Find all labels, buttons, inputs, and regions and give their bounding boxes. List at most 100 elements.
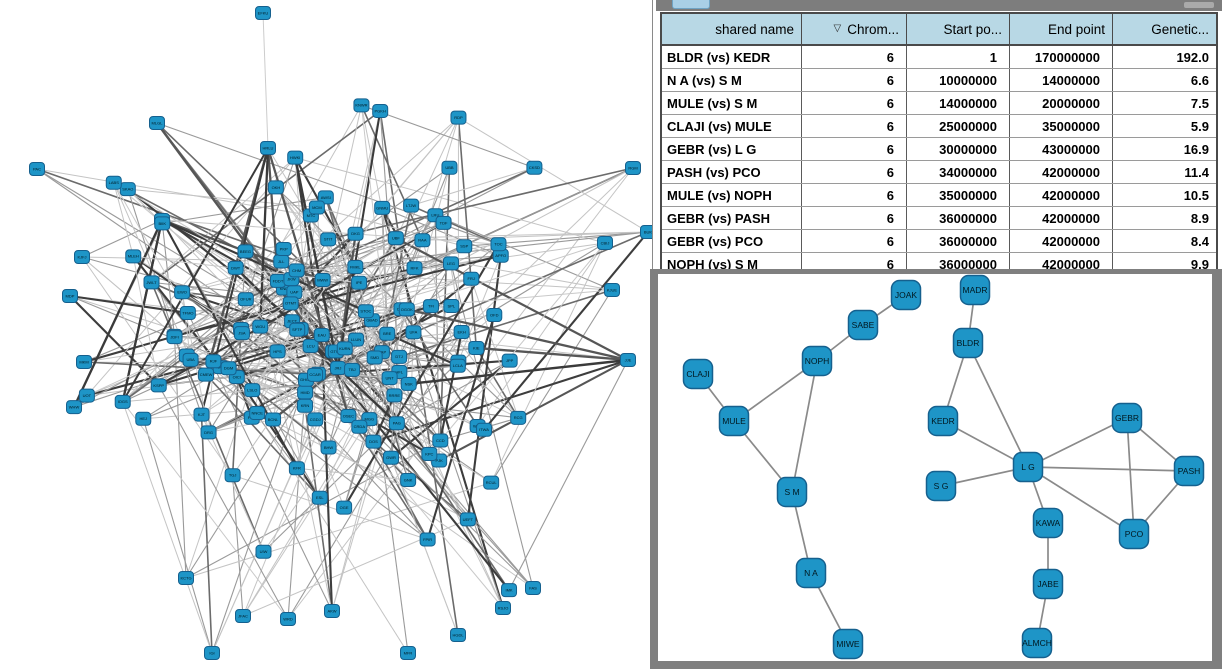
network-node[interactable]: IGI — [204, 646, 220, 660]
cell-genetic[interactable]: 10.5 — [1183, 187, 1209, 203]
network-edge[interactable] — [508, 359, 629, 591]
cell-genetic[interactable]: 8.4 — [1190, 233, 1209, 249]
network-node[interactable]: MCM — [308, 200, 325, 215]
network-edge[interactable] — [86, 157, 296, 396]
network-edge[interactable] — [161, 219, 298, 469]
network-node[interactable]: LSLO — [244, 383, 261, 398]
network-node[interactable]: SPL — [443, 298, 460, 313]
network-edge[interactable] — [327, 239, 398, 424]
network-edge[interactable] — [127, 189, 176, 338]
network-node[interactable]: CKSD — [526, 160, 543, 175]
network-edge[interactable] — [314, 267, 415, 420]
network-edge[interactable] — [86, 239, 423, 397]
network-node[interactable]: LTJW — [403, 198, 420, 213]
network-node[interactable]: TFI — [423, 299, 440, 314]
network-edge[interactable] — [439, 242, 606, 441]
table-row[interactable]: MULE (vs) NOPH 6 35000000 42000000 10.5 — [662, 183, 1216, 206]
network-edge[interactable] — [430, 305, 519, 419]
network-edge[interactable] — [457, 255, 502, 362]
cell-chromosome[interactable]: 6 — [802, 69, 907, 91]
network-edge[interactable] — [187, 312, 477, 349]
table-row[interactable]: BLDR (vs) KEDR 6 1 170000000 192.0 — [662, 46, 1216, 68]
network-edge[interactable] — [158, 385, 289, 620]
network-edge[interactable] — [208, 394, 395, 433]
network-node[interactable]: CCD — [432, 433, 449, 448]
cell-end_point[interactable]: 42000000 — [1010, 253, 1113, 275]
network-node[interactable]: PGKH — [372, 103, 389, 118]
network-edge[interactable] — [406, 308, 629, 362]
cell-genetic[interactable]: 5.9 — [1190, 118, 1209, 134]
network-node[interactable]: BCNL — [265, 412, 282, 427]
network-node[interactable]: HGDL — [450, 628, 466, 642]
network-edge[interactable] — [358, 263, 452, 428]
network-node[interactable]: NNCE — [249, 405, 266, 420]
network-edge[interactable] — [395, 231, 649, 239]
network-edge[interactable] — [1126, 417, 1135, 535]
network-node[interactable]: DOS — [365, 434, 382, 449]
network-edge[interactable] — [113, 182, 311, 347]
network-node[interactable]: MLGL — [149, 116, 165, 130]
network-edge[interactable] — [360, 105, 398, 424]
network-node[interactable]: CCAR — [307, 367, 324, 382]
network-node[interactable]: JOAK — [890, 279, 922, 311]
network-edge[interactable] — [438, 359, 629, 462]
network-edge[interactable] — [293, 157, 340, 369]
network-node[interactable]: DWT — [227, 260, 244, 275]
network-edge[interactable] — [408, 167, 634, 385]
network-edge[interactable] — [360, 105, 424, 241]
cell-chromosome[interactable]: 6 — [802, 138, 907, 160]
cell-shared_name[interactable]: GEBR (vs) PASH — [662, 207, 802, 229]
network-node[interactable]: EKH — [453, 324, 470, 339]
network-edge[interactable] — [185, 482, 492, 579]
network-edge[interactable] — [36, 168, 360, 284]
network-edge[interactable] — [220, 366, 390, 379]
network-node[interactable]: JJE — [620, 353, 636, 367]
network-node[interactable]: BRE — [379, 326, 396, 341]
network-edge[interactable] — [296, 467, 409, 481]
network-edge[interactable] — [174, 337, 187, 579]
network-node[interactable]: OFUR — [237, 292, 254, 307]
network-edge[interactable] — [475, 347, 519, 419]
network-node[interactable]: SSP — [456, 239, 473, 254]
network-edge[interactable] — [232, 475, 244, 617]
network-node[interactable]: KIE — [468, 340, 485, 355]
network-node[interactable]: JSA — [233, 326, 250, 341]
network-edge[interactable] — [316, 207, 402, 310]
network-node[interactable]: GNK — [400, 473, 417, 488]
network-edge[interactable] — [205, 374, 321, 499]
network-node[interactable]: KPC — [421, 446, 438, 461]
network-edge[interactable] — [320, 334, 334, 612]
network-node[interactable]: RGM — [625, 161, 641, 175]
network-node[interactable]: OGE — [336, 500, 353, 515]
network-edge[interactable] — [317, 231, 649, 375]
network-edge[interactable] — [190, 222, 444, 361]
network-node[interactable]: JFAC — [235, 609, 251, 623]
network-edge[interactable] — [251, 233, 356, 391]
network-node[interactable]: BHW — [320, 440, 337, 455]
network-edge[interactable] — [354, 266, 409, 481]
network-node[interactable]: UIW — [255, 544, 272, 559]
network-edge[interactable] — [410, 167, 535, 207]
network-node[interactable]: LEG — [442, 256, 459, 271]
network-node[interactable]: IPE — [351, 275, 368, 290]
network-edge[interactable] — [379, 110, 459, 636]
network-edge[interactable] — [435, 214, 613, 291]
network-edge[interactable] — [381, 207, 388, 334]
network-edge[interactable] — [36, 168, 302, 330]
network-edge[interactable] — [81, 219, 163, 258]
network-edge[interactable] — [275, 187, 360, 284]
network-edge[interactable] — [256, 412, 469, 520]
network-node[interactable]: FMKL — [347, 260, 364, 275]
cell-start_point[interactable]: 30000000 — [907, 138, 1010, 160]
network-edge[interactable] — [232, 474, 428, 540]
table-row[interactable]: GEBR (vs) PASH 6 36000000 42000000 8.9 — [662, 206, 1216, 229]
network-node[interactable]: KAWA — [1032, 507, 1064, 539]
network-edge[interactable] — [69, 295, 629, 361]
network-node[interactable]: MIWE — [832, 628, 864, 660]
network-edge[interactable] — [241, 308, 407, 334]
network-edge[interactable] — [174, 238, 329, 338]
network-node[interactable]: KJFJ — [74, 250, 90, 264]
network-node[interactable]: OTMT — [282, 296, 299, 311]
network-edge[interactable] — [337, 367, 398, 425]
